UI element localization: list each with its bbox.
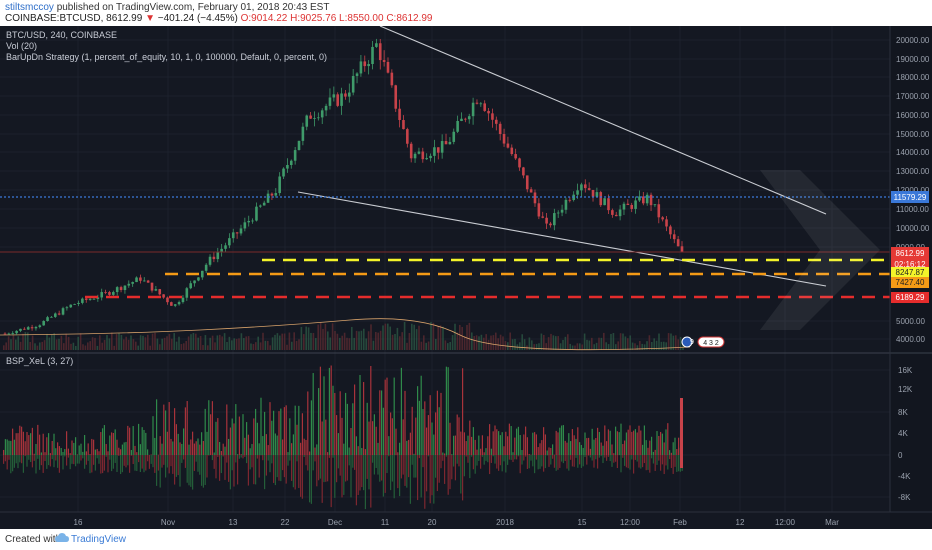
osc-tick-label: 4K <box>898 429 908 438</box>
osc-tick-label: 8K <box>898 408 908 417</box>
orange-level-label: 7427.40 <box>896 278 925 287</box>
open-value: O:9014.22 <box>240 13 288 24</box>
price-tick-label: 19000.00 <box>896 55 930 64</box>
time-tick-label: 12 <box>736 518 745 527</box>
time-axis[interactable]: 16 Nov 13 22 Dec 11 20 2018 15 12:00 Feb 12 12:00 Mar <box>74 518 840 527</box>
time-tick-label: Mar <box>825 518 839 527</box>
time-tick-label: 15 <box>578 518 587 527</box>
price-tick-label: 12000.00 <box>896 186 930 195</box>
price-label-last: 8612.99 02:16:12 <box>891 247 929 270</box>
time-tick-label: 16 <box>74 518 83 527</box>
low-value: L:8550.00 <box>339 13 384 24</box>
quote-line: COINBASE:BTCUSD, 8612.99 ▼ −401.24 (−4.4… <box>5 13 432 24</box>
snapshot-header: stiltsmccoy published on TradingView.com… <box>0 0 932 26</box>
price-tick-label: 17000.00 <box>896 92 930 101</box>
close-value: C:8612.99 <box>386 13 433 24</box>
price-tick-label: 15000.00 <box>896 130 930 139</box>
event-badges-icon[interactable] <box>697 336 725 348</box>
published-text: published on TradingView.com, February 0… <box>56 2 330 13</box>
legend-volume: Vol (20) <box>6 41 37 51</box>
event-badges-text: 4 3 2 <box>703 340 719 347</box>
tradingview-cloud-icon <box>55 533 69 542</box>
price-tick-label: 20000.00 <box>896 36 930 45</box>
last-price: 8612.99 <box>106 13 143 24</box>
oscillator-bars <box>3 365 683 510</box>
earnings-marker-icon[interactable] <box>681 336 693 348</box>
upper-trendline[interactable] <box>379 25 827 215</box>
oscillator-title: BSP_XeL (3, 27) <box>6 356 73 366</box>
author-link[interactable]: stiltsmccoy <box>5 2 54 13</box>
price-label-red: 6189.29 <box>891 292 929 303</box>
time-tick-label: Nov <box>161 518 175 527</box>
event-markers[interactable]: 9 4 3 2 <box>681 336 725 348</box>
price-tick-label: 10000.00 <box>896 224 930 233</box>
tradingview-link[interactable]: TradingView <box>71 534 127 545</box>
time-tick-label: 11 <box>381 518 390 527</box>
osc-tick-label: 0 <box>898 451 903 460</box>
price-tick-label: 13000.00 <box>896 167 930 176</box>
chart-area[interactable]: BTC/USD, 240, COINBASE Vol (20) BarUpDn … <box>0 25 932 529</box>
time-tick-label: 2018 <box>496 518 514 527</box>
high-value: H:9025.76 <box>290 13 337 24</box>
chart-legend: BTC/USD, 240, COINBASE Vol (20) BarUpDn … <box>6 30 327 366</box>
price-tick-label: 14000.00 <box>896 148 930 157</box>
footer: Created with TradingView <box>0 529 932 550</box>
change-text: −401.24 (−4.45%) <box>157 13 238 24</box>
oscillator-axis[interactable]: 16K 12K 8K 4K 0 -4K -8K <box>898 366 913 502</box>
time-tick-label: 20 <box>428 518 437 527</box>
down-arrow-icon: ▼ <box>145 13 155 24</box>
osc-tick-label: 16K <box>898 366 913 375</box>
time-tick-label: Feb <box>673 518 687 527</box>
red-level-label: 6189.29 <box>896 293 925 302</box>
symbol-text: COINBASE:BTCUSD, <box>5 13 104 24</box>
price-tick-label: 4000.00 <box>896 335 925 344</box>
publish-line: stiltsmccoy published on TradingView.com… <box>5 2 329 13</box>
grid-lines <box>0 26 890 512</box>
legend-strategy: BarUpDn Strategy (1, percent_of_equity, … <box>6 52 327 62</box>
osc-tick-label: -4K <box>898 472 911 481</box>
price-tick-label: 18000.00 <box>896 73 930 82</box>
watermark-arrow-icon <box>760 170 880 330</box>
price-tick-label: 5000.00 <box>896 317 925 326</box>
earnings-count: 9 <box>690 339 694 346</box>
blue-level-label: 11579.29 <box>894 193 927 202</box>
legend-symbol: BTC/USD, 240, COINBASE <box>6 30 117 40</box>
time-tick-label: 12:00 <box>620 518 641 527</box>
price-label-orange: 7427.40 <box>891 277 929 288</box>
yellow-level-label: 8247.87 <box>896 268 925 277</box>
time-tick-label: 22 <box>281 518 290 527</box>
chart-svg[interactable]: BTC/USD, 240, COINBASE Vol (20) BarUpDn … <box>0 25 932 529</box>
price-label-yellow: 8247.87 <box>891 267 929 278</box>
created-with-text: Created with <box>5 534 62 545</box>
price-label-blue: 11579.29 <box>891 191 929 203</box>
osc-tick-label: -8K <box>898 493 911 502</box>
lower-trendline[interactable] <box>297 191 827 287</box>
time-tick-label: Dec <box>328 518 342 527</box>
countdown-label: 02:16:12 <box>894 260 926 269</box>
time-tick-label: 13 <box>229 518 238 527</box>
time-tick-label: 12:00 <box>775 518 796 527</box>
volume-bars <box>0 318 691 351</box>
price-tick-label: 16000.00 <box>896 111 930 120</box>
price-tick-label: 11000.00 <box>896 205 929 214</box>
last-price-label: 8612.99 <box>896 249 925 258</box>
osc-tick-label: 12K <box>898 385 913 394</box>
